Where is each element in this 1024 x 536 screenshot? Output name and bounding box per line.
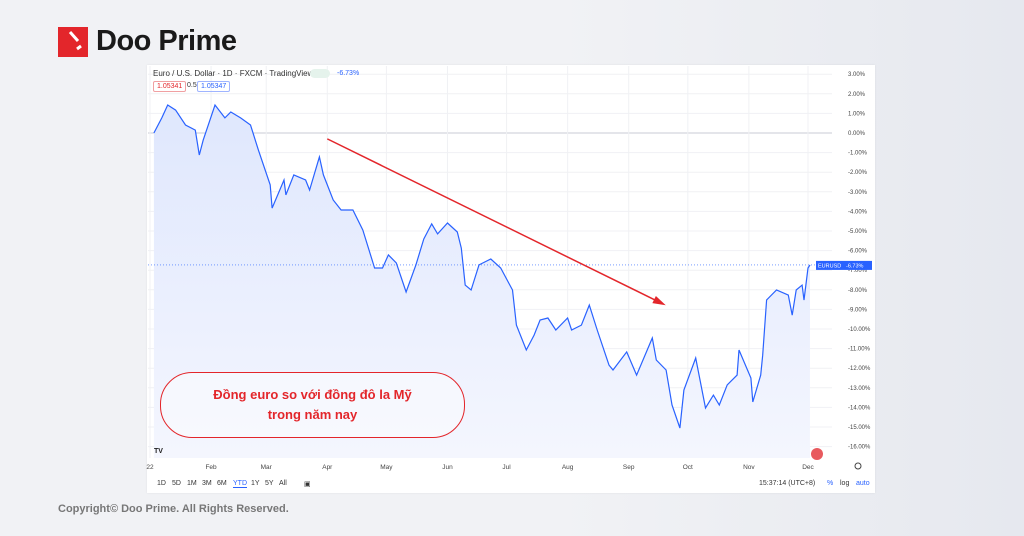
copyright: Copyright© Doo Prime. All Rights Reserve… bbox=[58, 503, 289, 515]
y-tick-label: -3.00% bbox=[848, 190, 868, 196]
y-tick-label: -5.00% bbox=[848, 229, 868, 235]
change-value: -6.73% bbox=[337, 70, 360, 77]
range-ytd[interactable]: YTD bbox=[233, 480, 247, 488]
y-tick-label: -9.00% bbox=[848, 307, 868, 313]
x-tick-label: May bbox=[380, 464, 393, 471]
percent-toggle[interactable]: % bbox=[827, 480, 834, 487]
auto-toggle[interactable]: auto bbox=[856, 480, 870, 487]
range-all[interactable]: All bbox=[279, 480, 287, 487]
trend-arrow-head-icon bbox=[652, 295, 666, 306]
events-flag-icon bbox=[811, 448, 823, 460]
bottom-toolbar: 1D 5D 1M 3M 6M YTD 1Y 5Y All ▣ 15:37:14 … bbox=[147, 476, 875, 493]
y-tick-label: -14.00% bbox=[848, 405, 871, 411]
y-tick-label: -12.00% bbox=[848, 366, 871, 372]
y-tick-label: -1.00% bbox=[848, 151, 868, 157]
x-tick-label: Apr bbox=[322, 464, 333, 471]
y-tick-label: -10.00% bbox=[848, 327, 871, 333]
y-tick-label: 0.00% bbox=[848, 131, 866, 137]
tradingview-logo-icon: TV bbox=[154, 448, 163, 455]
y-tick-label: -8.00% bbox=[848, 288, 868, 294]
y-tick-label: -13.00% bbox=[848, 386, 871, 392]
brand-name: Doo Prime bbox=[96, 25, 237, 57]
annotation-line-2: trong năm nay bbox=[267, 407, 358, 422]
range-1y[interactable]: 1Y bbox=[251, 480, 260, 487]
status-dots-icon[interactable] bbox=[310, 69, 330, 78]
sell-price[interactable]: 1.05341 bbox=[153, 81, 187, 92]
series-name-label: EURUSD bbox=[818, 263, 841, 269]
buy-price[interactable]: 1.05347 bbox=[197, 81, 231, 92]
y-tick-label: -4.00% bbox=[848, 209, 868, 215]
y-tick-label: -2.00% bbox=[848, 170, 868, 176]
annotation-line-1: Đồng euro so với đồng đô la Mỹ bbox=[213, 387, 412, 402]
series-area bbox=[153, 105, 810, 458]
chart-title: Euro / U.S. Dollar · 1D · FXCM · Trading… bbox=[153, 69, 314, 78]
x-tick-label: Jun bbox=[442, 464, 453, 471]
range-6m[interactable]: 6M bbox=[217, 480, 227, 487]
x-tick-label: Aug bbox=[562, 464, 574, 471]
x-tick-label: Feb bbox=[205, 464, 217, 471]
date-range-icon[interactable]: ▣ bbox=[304, 481, 311, 488]
y-tick-label: -16.00% bbox=[848, 445, 871, 451]
log-toggle[interactable]: log bbox=[840, 480, 850, 487]
y-tick-label: -7.00% bbox=[848, 268, 868, 274]
range-1d[interactable]: 1D bbox=[157, 480, 166, 487]
last-value-label: -6.73% bbox=[846, 263, 864, 269]
trend-arrow-line bbox=[326, 138, 663, 305]
range-5y[interactable]: 5Y bbox=[265, 480, 274, 487]
x-tick-label: Dec bbox=[802, 464, 814, 471]
logo: Doo Prime bbox=[58, 25, 237, 58]
settings-gear-icon bbox=[854, 462, 862, 470]
range-1m[interactable]: 1M bbox=[187, 480, 197, 487]
spread: 0.5 bbox=[187, 82, 197, 89]
y-tick-label: -15.00% bbox=[848, 425, 871, 431]
x-tick-label: Mar bbox=[261, 464, 273, 471]
y-tick-label: 2.00% bbox=[848, 92, 866, 98]
range-3m[interactable]: 3M bbox=[202, 480, 212, 487]
x-tick-label: Nov bbox=[743, 464, 755, 471]
logo-mark-icon bbox=[58, 26, 88, 57]
last-price-badge bbox=[816, 260, 872, 270]
y-tick-label: -6.00% bbox=[848, 249, 868, 255]
x-tick-label: Oct bbox=[683, 464, 693, 471]
annotation-box: Đồng euro so với đồng đô la Mỹ trong năm… bbox=[160, 372, 465, 438]
y-tick-label: 3.00% bbox=[848, 72, 866, 78]
y-tick-label: 1.00% bbox=[848, 111, 866, 117]
y-tick-label: -11.00% bbox=[848, 347, 871, 353]
series-line bbox=[153, 103, 811, 429]
x-tick-label: Jul bbox=[502, 464, 511, 471]
clock-time: 15:37:14 (UTC+8) bbox=[759, 480, 816, 487]
x-tick-label: 22 bbox=[146, 464, 154, 471]
x-tick-label: Sep bbox=[623, 464, 635, 471]
range-5d[interactable]: 5D bbox=[172, 480, 181, 487]
